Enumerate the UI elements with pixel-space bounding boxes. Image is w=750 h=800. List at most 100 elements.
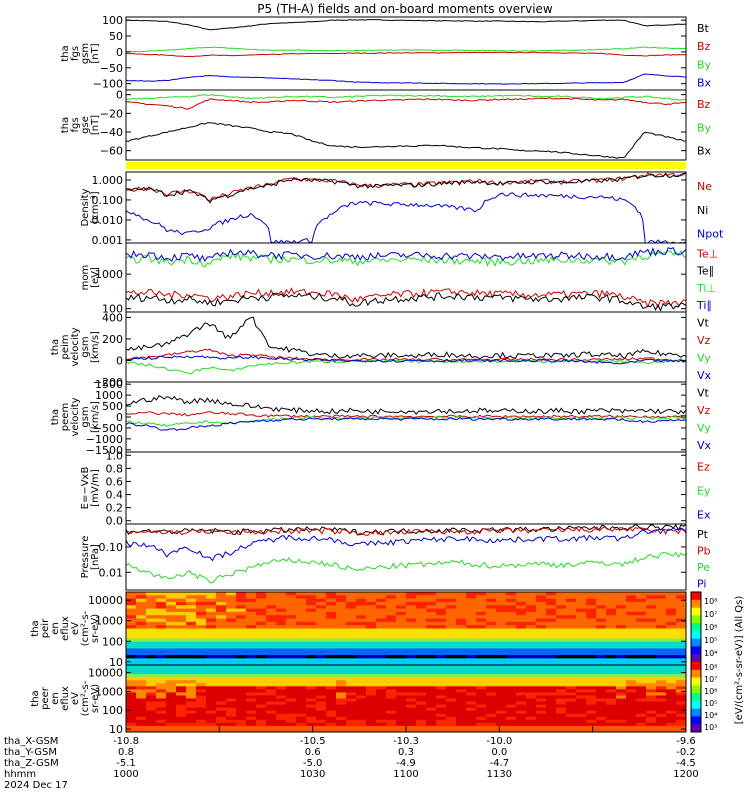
spectrogram-cell <box>636 677 647 681</box>
x-row-label: tha_Y-GSM <box>4 747 57 758</box>
spectrogram-cell <box>576 698 587 703</box>
y-tick-label: 0.10 <box>99 541 124 554</box>
spectrogram-cell <box>316 631 327 636</box>
spectrogram-cell <box>196 631 207 636</box>
y-axis-label: gsm <box>80 336 91 357</box>
spectrogram-cell <box>406 689 417 694</box>
spectrogram-cell <box>556 608 567 613</box>
spectrogram-cell <box>426 710 437 715</box>
spectrogram-cell <box>316 704 327 709</box>
spectrogram-cell <box>476 704 487 709</box>
spectrogram-cell <box>546 728 557 732</box>
spectrogram-cell <box>646 722 657 727</box>
y-tick-label: 50 <box>109 30 123 43</box>
spectrogram-cell <box>576 648 587 653</box>
spectrogram-cell <box>466 668 477 672</box>
spectrogram-cell <box>316 686 327 690</box>
spectrogram-cell <box>596 605 607 610</box>
spectrogram-cell <box>506 605 517 610</box>
spectrogram-cell <box>536 677 547 681</box>
series-line-3 <box>126 551 686 584</box>
spectrogram-cell <box>346 668 357 672</box>
spectrogram-cell <box>636 641 647 646</box>
spectrogram-cell <box>456 692 467 697</box>
spectrogram-cell <box>166 618 177 623</box>
spectrogram-cell <box>236 716 247 721</box>
spectrogram-cell <box>616 677 627 681</box>
spectrogram-cell <box>476 665 487 669</box>
spectrogram-cell <box>496 680 507 684</box>
colorbar-tick-label: 10⁵ <box>704 699 717 708</box>
spectrogram-cell <box>476 728 487 732</box>
spectrogram-cell <box>366 661 377 665</box>
spectrogram-cell <box>336 692 347 697</box>
spectrogram-cell <box>536 601 547 606</box>
spectrogram-cell <box>636 728 647 732</box>
spectrogram-cell <box>656 621 667 626</box>
colorbar-tick-label: 10⁸ <box>704 597 717 606</box>
x-row-value: -5.1 <box>116 758 136 769</box>
spectrogram-cell <box>166 716 177 721</box>
spectrogram-cell <box>146 725 157 730</box>
spectrogram-cell <box>396 692 407 697</box>
spectrogram-cell <box>446 618 457 623</box>
spectrogram-cell <box>376 695 387 700</box>
spectrogram-cell <box>356 648 367 653</box>
spectrogram-cell <box>196 701 207 706</box>
spectrogram-cell <box>126 628 137 633</box>
spectrogram-cell <box>206 625 217 630</box>
spectrogram-cell <box>336 719 347 724</box>
spectrogram-cell <box>246 592 257 596</box>
spectrogram-cell <box>396 686 407 690</box>
spectrogram-cell <box>336 655 347 659</box>
spectrogram-cell <box>456 611 467 616</box>
spectrogram-cell <box>346 598 357 603</box>
x-row-value: -4.9 <box>396 758 416 769</box>
spectrogram-cell <box>456 615 467 620</box>
spectrogram-cell <box>546 605 557 610</box>
spectrogram-cell <box>146 635 157 640</box>
spectrogram-cell <box>546 645 557 650</box>
spectrogram-cell <box>356 615 367 620</box>
spectrogram-cell <box>336 595 347 600</box>
spectrogram-cell <box>496 641 507 646</box>
x-row-value: 1000 <box>113 769 138 780</box>
spectrogram-cell <box>316 671 327 675</box>
spectrogram-cell <box>446 631 457 636</box>
legend-entry: Pb <box>697 544 711 557</box>
spectrogram-cell <box>296 655 307 659</box>
spectrogram-cell <box>286 645 297 650</box>
spectrogram-cell <box>146 692 157 697</box>
spectrogram-cell <box>256 658 267 663</box>
series-line-3 <box>126 46 686 53</box>
spectrogram-cell <box>676 674 686 678</box>
spectrogram-cell <box>176 611 187 616</box>
spectrogram-cell <box>676 668 686 672</box>
spectrogram-cell <box>166 686 177 690</box>
spectrogram-cell <box>206 655 217 659</box>
spectrogram-cell <box>566 707 577 712</box>
spectrogram-cell <box>616 605 627 610</box>
spectrogram-cell <box>456 618 467 623</box>
spectrogram-cell <box>316 601 327 606</box>
spectrogram-cell <box>266 592 277 596</box>
spectrogram-cell <box>166 658 177 663</box>
spectrogram-cell <box>266 674 277 678</box>
spectrogram-cell <box>656 601 667 606</box>
spectrogram-cell <box>666 598 677 603</box>
spectrogram-cell <box>626 595 637 600</box>
spectrogram-cell <box>156 615 167 620</box>
spectrogram-cell <box>266 695 277 700</box>
spectrogram-cell <box>646 661 657 665</box>
spectrogram-cell <box>356 689 367 694</box>
spectrogram-cell <box>266 605 277 610</box>
spectrogram-cell <box>216 628 227 633</box>
y-axis-label: mom <box>80 265 91 291</box>
spectrogram-cell <box>566 615 577 620</box>
spectrogram-cell <box>186 683 197 687</box>
spectrogram-cell <box>286 655 297 659</box>
spectrogram-cell <box>506 683 517 687</box>
spectrogram-cell <box>616 641 627 646</box>
spectrogram-cell <box>586 701 597 706</box>
